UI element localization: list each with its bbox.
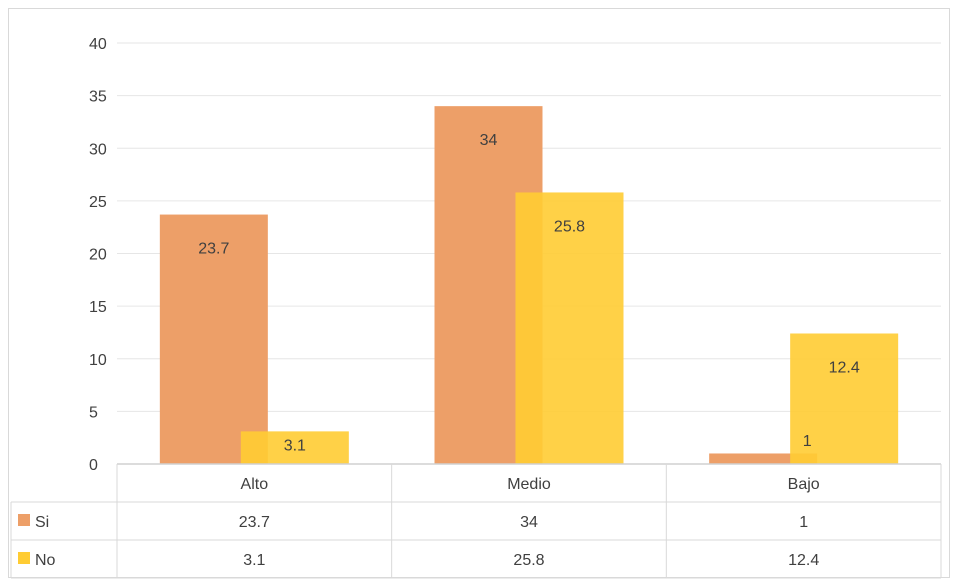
table-cell: 3.1 — [243, 552, 265, 569]
bar-no-medio — [515, 192, 624, 464]
legend-label: No — [35, 552, 56, 569]
y-tick-label: 20 — [89, 247, 107, 264]
y-tick-label: 40 — [89, 36, 107, 53]
table-cell: 34 — [520, 514, 538, 531]
y-tick-label: 25 — [89, 194, 107, 211]
value-label: 23.7 — [198, 241, 229, 258]
legend-key-no — [18, 552, 30, 564]
table-cell: 25.8 — [513, 552, 544, 569]
legend-key-si — [18, 514, 30, 526]
table-cell: 23.7 — [239, 514, 270, 531]
value-label: 3.1 — [284, 437, 306, 454]
x-category-label: Alto — [241, 476, 269, 493]
y-tick-label: 35 — [89, 89, 107, 106]
x-category-label: Medio — [507, 476, 551, 493]
x-category-label: Bajo — [788, 476, 820, 493]
table-cell: 12.4 — [788, 552, 819, 569]
data-table: Alto Medio Bajo Si 23.7 34 1 No 3.1 25.8 12.4 — [10, 463, 942, 579]
y-axis-tick-labels: 0 5 10 15 20 25 30 35 40 — [89, 36, 107, 474]
table-cell: 1 — [799, 514, 808, 531]
bar-si-alto — [159, 214, 268, 464]
y-tick-label: 15 — [89, 299, 107, 316]
legend-label: Si — [35, 514, 49, 531]
bars — [159, 106, 899, 465]
value-label: 12.4 — [829, 359, 860, 376]
value-label: 1 — [803, 433, 812, 450]
bar-value-labels: 23.7 3.1 34 25.8 1 12.4 — [198, 132, 860, 454]
value-label: 25.8 — [554, 218, 585, 235]
y-tick-label: 5 — [89, 404, 98, 421]
bar-no-bajo — [790, 333, 899, 464]
bar-no-alto — [240, 431, 349, 464]
bar-si-bajo — [709, 453, 818, 464]
y-tick-label: 0 — [89, 457, 98, 474]
y-tick-label: 30 — [89, 141, 107, 158]
y-tick-label: 10 — [89, 352, 107, 369]
value-label: 34 — [480, 132, 498, 149]
